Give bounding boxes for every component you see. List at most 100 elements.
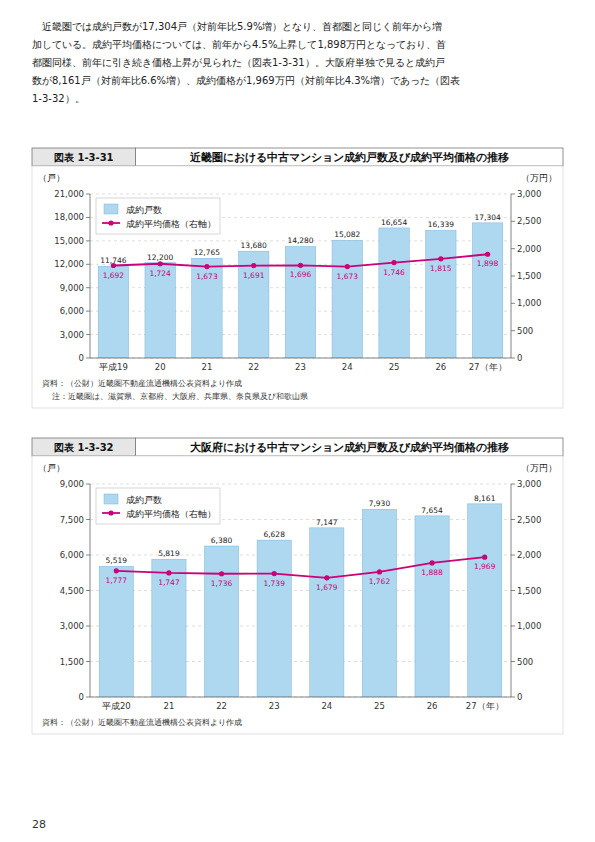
y-tick — [86, 287, 90, 288]
y-tick-label: 18,000 — [54, 212, 84, 222]
y-tick-label: 6,000 — [60, 550, 84, 560]
line-marker — [114, 568, 119, 573]
x-tick-label: 23 — [295, 362, 306, 372]
bar — [468, 504, 502, 697]
bar-label: 6,628 — [263, 530, 285, 539]
line-label: 1,673 — [196, 272, 218, 281]
body-line: 1-3-32）。 — [32, 93, 85, 104]
y2-tick — [511, 330, 515, 331]
data-labels: 5,5195,8196,3806,6287,1477,9307,6548,161… — [106, 494, 496, 592]
y2-axis-label: （万円） — [521, 173, 557, 183]
line-label: 1,696 — [290, 270, 312, 279]
y-tick — [86, 240, 90, 241]
y-tick — [86, 311, 90, 312]
line-marker — [482, 555, 487, 560]
bar — [204, 546, 238, 697]
y-axis-label: （戸） — [38, 463, 65, 473]
y-tick-label: 3,000 — [60, 330, 84, 340]
bar-label: 5,819 — [158, 549, 180, 558]
x-tick-label: 21 — [202, 362, 213, 372]
page-background — [0, 0, 595, 842]
line-marker — [485, 252, 490, 257]
bar-label: 17,304 — [474, 213, 500, 222]
body-text: 近畿圏では成約戸数が17,304戸（対前年比5.9%増）となり、首都圏と同じく前… — [32, 21, 460, 104]
note: 資料：（公財）近畿圏不動産流通機構公表資料より作成 — [42, 379, 242, 388]
figure-number-box — [32, 438, 136, 456]
bar — [98, 266, 128, 358]
page-number: 28 — [32, 818, 46, 831]
grid-line — [90, 697, 511, 698]
figure-number: 図表 1-3-31 — [54, 152, 114, 163]
y2-tick-label: 2,000 — [517, 550, 541, 560]
x-axis — [90, 358, 511, 359]
legend-box — [96, 488, 220, 524]
line-marker — [272, 571, 277, 576]
line-label: 1,888 — [421, 568, 443, 577]
line-label: 1,691 — [243, 271, 265, 280]
body-line: 加している。成約平均価格については、前年から4.5%上昇して1,898万円となっ… — [32, 39, 446, 50]
y2-tick-label: 2,500 — [517, 216, 541, 226]
bar-label: 7,147 — [316, 518, 338, 527]
y2-tick-label: 0 — [517, 692, 522, 702]
y-tick-label: 9,000 — [60, 283, 84, 293]
y-tick — [86, 194, 90, 195]
legend-swatch — [108, 220, 113, 225]
bar — [472, 223, 502, 358]
line-marker — [166, 570, 171, 575]
body-line: 都圏同様、前年に引き続き価格上昇が見られた（図表1-3-31）。大阪府単独で見る… — [32, 57, 445, 68]
y-tick-label: 6,000 — [60, 306, 84, 316]
x-tick-label: 26 — [435, 362, 446, 372]
plot-area — [98, 223, 503, 358]
legend-box — [96, 198, 220, 234]
chart: 図表 1-3-31近畿圏における中古マンション成約戸数及び成約平均価格の推移03… — [32, 148, 563, 408]
legend-entry: 成約平均価格（右軸） — [126, 219, 216, 229]
data-labels: 11,74612,20012,76513,68014,28015,08216,6… — [100, 213, 501, 281]
bar-label: 12,200 — [147, 253, 173, 262]
x-tick-label: 25 — [389, 362, 400, 372]
y2-tick — [511, 303, 515, 304]
body-line: 近畿圏では成約戸数が17,304戸（対前年比5.9%増）となり、首都圏と同じく前… — [32, 21, 442, 32]
bar-label: 7,654 — [421, 506, 443, 515]
bar-label: 11,746 — [100, 256, 126, 265]
line-marker — [429, 560, 434, 565]
line-label: 1,746 — [383, 268, 405, 277]
y-tick — [86, 519, 90, 520]
line-marker — [219, 571, 224, 576]
line-marker — [251, 263, 256, 268]
line-marker — [345, 264, 350, 269]
line-label: 1,692 — [103, 271, 125, 280]
y-tick-label: 4,500 — [60, 586, 84, 596]
x-tick-label: 22 — [216, 701, 227, 711]
bar — [152, 559, 186, 697]
grid-line — [90, 358, 511, 359]
line-label: 1,736 — [211, 579, 233, 588]
line-label: 1,898 — [477, 259, 499, 268]
line-marker — [298, 263, 303, 268]
y-tick — [86, 264, 90, 265]
bar-label: 14,280 — [287, 236, 313, 245]
bar — [362, 509, 396, 697]
x-tick-label: 20 — [155, 362, 166, 372]
x-tick-label: 平成20 — [102, 701, 131, 711]
chart: 図表 1-3-32大阪府における中古マンション成約戸数及び成約平均価格の推移01… — [32, 438, 563, 734]
bar-label: 16,339 — [428, 220, 454, 229]
title: 近畿圏における中古マンション成約戸数及び成約平均価格の推移 — [189, 151, 509, 164]
y2-tick — [511, 626, 515, 627]
y-tick-label: 0 — [79, 692, 84, 702]
line-label: 1,679 — [316, 583, 338, 592]
y2-tick — [511, 248, 515, 249]
line-label: 1,762 — [369, 577, 391, 586]
y2-tick-label: 1,000 — [517, 621, 541, 631]
x-tick-label: 平成19 — [99, 362, 128, 372]
y2-tick — [511, 358, 515, 359]
y-tick-label: 7,500 — [60, 515, 84, 525]
figure-number-box — [32, 148, 136, 166]
line-label: 1,724 — [149, 269, 171, 278]
bar — [145, 263, 175, 358]
bar-label: 13,680 — [241, 241, 267, 250]
y2-tick-label: 3,000 — [517, 189, 541, 199]
line-label: 1,739 — [263, 579, 285, 588]
y2-tick-label: 1,000 — [517, 298, 541, 308]
line-marker — [204, 264, 209, 269]
line-label: 1,747 — [158, 578, 180, 587]
